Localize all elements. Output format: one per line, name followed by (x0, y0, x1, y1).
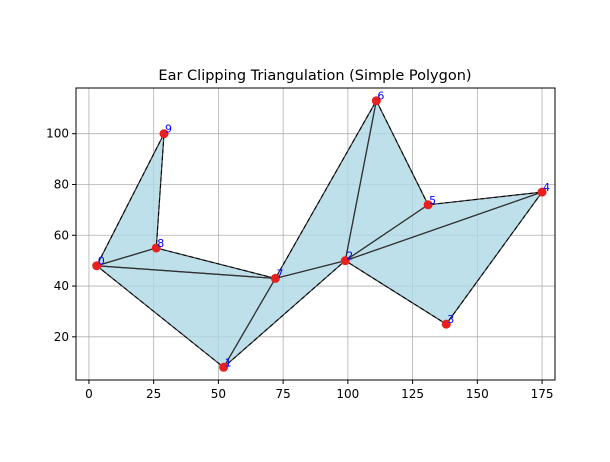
triangle-fill-1 (96, 247, 276, 279)
vertex-label-0: 0 (98, 255, 105, 268)
triangle-fill-5 (345, 100, 429, 261)
vertex-point-3 (441, 319, 451, 329)
x-tick-label: 125 (401, 387, 424, 401)
y-tick-label: 20 (54, 330, 69, 344)
x-tick-label: 25 (146, 387, 161, 401)
vertex-points (92, 96, 547, 372)
vertex-label-6: 6 (377, 90, 384, 103)
x-tick-label: 50 (211, 387, 226, 401)
vertex-label-9: 9 (165, 123, 172, 136)
y-tick-label: 40 (54, 279, 69, 293)
vertex-point-7 (270, 273, 280, 283)
x-tick-label: 175 (531, 387, 554, 401)
vertex-point-2 (340, 256, 350, 266)
x-tick-label: 75 (275, 387, 290, 401)
vertex-label-8: 8 (157, 237, 164, 250)
vertex-point-9 (159, 129, 169, 139)
vertex-point-1 (219, 362, 229, 372)
vertex-label-7: 7 (276, 267, 283, 280)
y-tick-label: 80 (54, 177, 69, 191)
x-tick-label: 0 (85, 387, 93, 401)
vertex-point-4 (537, 187, 547, 197)
vertex-label-1: 1 (225, 356, 232, 369)
vertex-point-0 (92, 261, 102, 271)
vertex-labels: 0 1 2 3 4 5 6 7 8 9 (98, 90, 550, 370)
plot-frame (75, 87, 556, 381)
y-tick-label: 60 (54, 228, 69, 242)
vertex-label-2: 2 (346, 250, 353, 263)
triangle-fill-2 (96, 265, 276, 368)
vertex-label-5: 5 (429, 194, 436, 207)
y-tick-label: 100 (46, 127, 69, 141)
x-tick-label: 100 (336, 387, 359, 401)
chart-title: Ear Clipping Triangulation (Simple Polyg… (158, 68, 471, 84)
vertex-point-5 (423, 200, 433, 210)
vertex-point-8 (151, 243, 161, 253)
vertex-label-4: 4 (543, 181, 550, 194)
vertex-label-3: 3 (447, 313, 454, 326)
vertex-point-6 (371, 96, 381, 106)
x-tick-label: 150 (466, 387, 489, 401)
